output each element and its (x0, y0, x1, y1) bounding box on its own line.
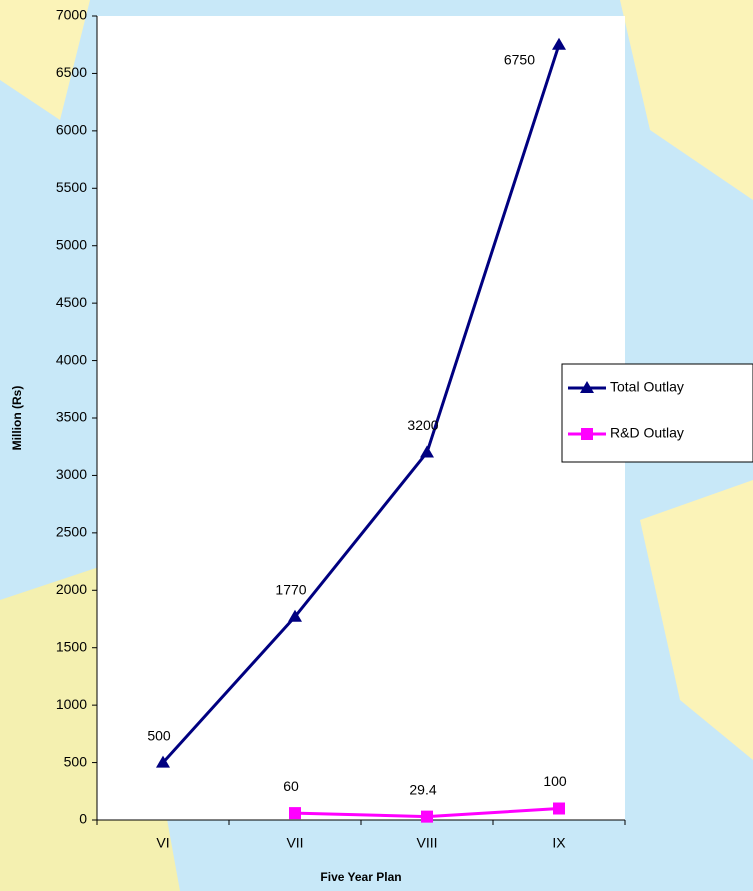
legend-marker (581, 428, 593, 440)
series-line (161, 44, 561, 764)
y-tick-label: 1000 (56, 696, 87, 712)
data-point (553, 802, 565, 815)
data-label: 6750 (504, 51, 535, 67)
data-point (288, 609, 302, 622)
y-tick-label: 2500 (56, 524, 87, 540)
decor (640, 480, 753, 760)
y-tick-label: 7000 (56, 7, 87, 23)
data-label: 500 (147, 727, 171, 743)
y-tick-label: 5500 (56, 179, 87, 195)
y-tick-label: 4000 (56, 351, 87, 367)
data-point (289, 807, 301, 820)
data-point (421, 810, 433, 823)
decor (0, 0, 90, 120)
y-tick-label: 6000 (56, 122, 87, 138)
legend-label: Total Outlay (610, 379, 684, 395)
x-axis-label: Five Year Plan (320, 870, 401, 884)
y-tick-label: 2000 (56, 581, 87, 597)
y-tick-label: 3000 (56, 466, 87, 482)
x-tick-label: VIII (416, 835, 437, 851)
y-tick-label: 4500 (56, 294, 87, 310)
plot-area (97, 16, 625, 820)
y-tick-label: 500 (64, 753, 88, 769)
y-tick-label: 6500 (56, 64, 87, 80)
y-tick-label: 0 (79, 811, 87, 827)
data-label: 3200 (407, 417, 438, 433)
legend-label: R&D Outlay (610, 425, 684, 441)
data-label: 1770 (275, 581, 306, 597)
legend-marker (580, 381, 594, 393)
data-point (156, 755, 170, 768)
data-label: 60 (283, 778, 299, 794)
y-tick-label: 1500 (56, 638, 87, 654)
data-point (420, 445, 434, 458)
legend (561, 363, 753, 463)
data-label: 29.4 (409, 781, 436, 797)
x-tick-label: VI (156, 835, 169, 851)
x-tick-label: VII (286, 835, 303, 851)
data-point (552, 37, 566, 50)
y-tick-label: 3500 (56, 409, 87, 425)
y-axis-label: Million (Rs) (10, 386, 24, 451)
decor (620, 0, 753, 200)
y-tick-label: 5000 (56, 236, 87, 252)
data-label: 100 (543, 773, 567, 789)
x-tick-label: IX (552, 835, 566, 851)
